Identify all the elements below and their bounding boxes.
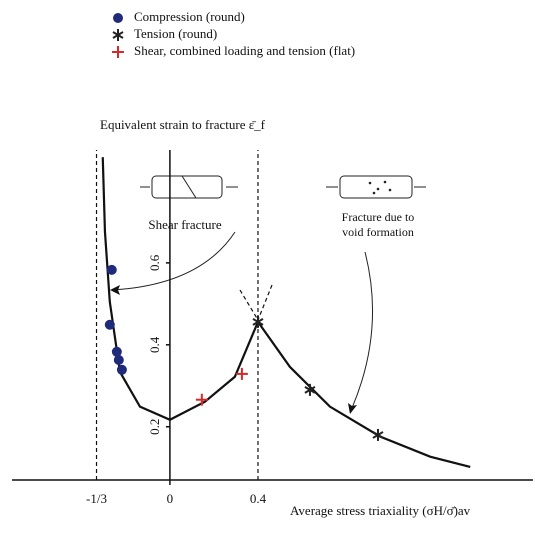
legend-label: Compression (round): [134, 9, 245, 24]
x-tick-label: -1/3: [86, 491, 107, 506]
point: [195, 393, 208, 406]
legend-marker: [113, 13, 123, 23]
specimen-icon: [140, 175, 238, 199]
point: [116, 364, 127, 375]
annotation: Shear fracture: [148, 217, 221, 232]
point: [113, 354, 124, 365]
marker-stroke: [372, 431, 384, 439]
point: [111, 346, 122, 357]
arrow: [351, 251, 374, 409]
arrowhead: [110, 285, 120, 295]
point: [104, 319, 115, 330]
point: [304, 383, 316, 396]
marker-stroke: [252, 318, 264, 326]
arrow: [111, 231, 236, 291]
marker-stroke: [304, 386, 316, 394]
point: [235, 367, 248, 380]
legend-label: Shear, combined loading and tension (fla…: [134, 43, 355, 58]
marker-stroke: [112, 31, 124, 39]
x-axis-label: Average stress triaxiality (σH/σ̄)av: [290, 503, 471, 518]
point: [372, 428, 384, 441]
x-tick-label: 0.4: [250, 491, 267, 506]
legend-marker: [112, 29, 124, 41]
point: [252, 315, 264, 328]
tangent-line: [257, 284, 273, 321]
arrowhead: [348, 403, 357, 414]
legend-label: Tension (round): [134, 26, 217, 41]
tangent-line: [239, 289, 259, 321]
legend-marker: [112, 46, 124, 58]
chart-title: Equivalent strain to fracture ε̄_f: [100, 117, 266, 132]
point: [106, 264, 117, 275]
y-tick-label: 0.2: [147, 419, 162, 435]
y-tick-label: 0.6: [147, 254, 162, 271]
annotation: Fracture due to void formation: [342, 210, 415, 239]
x-tick-label: 0: [167, 491, 174, 506]
specimen-icon: [326, 175, 426, 199]
y-tick-label: 0.4: [147, 336, 162, 353]
fracture-locus: [101, 157, 471, 468]
